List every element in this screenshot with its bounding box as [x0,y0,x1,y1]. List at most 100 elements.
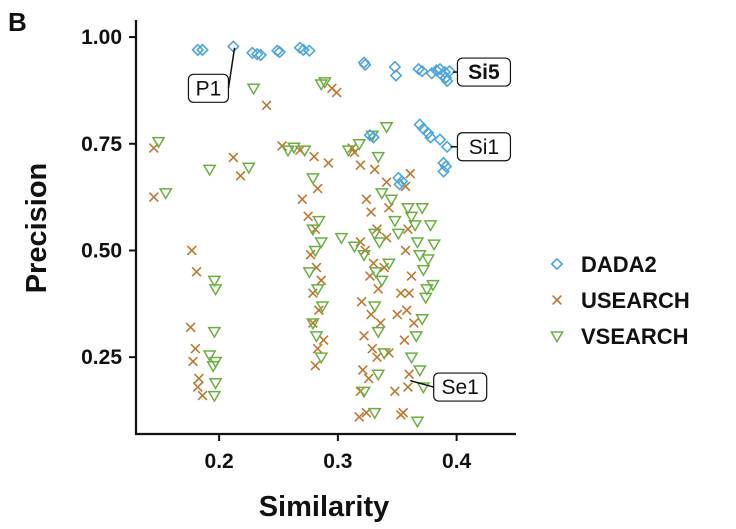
point-usearch [375,318,386,328]
point-dada2 [393,177,406,191]
point-usearch [361,194,372,205]
point-dada2 [425,67,439,80]
point-dada2 [440,74,454,88]
point-usearch [367,343,378,354]
point-dada2 [254,48,268,62]
point-dada2 [303,44,316,58]
point-vsearch [310,284,325,296]
point-vsearch [207,390,222,403]
point-vsearch [246,83,261,96]
point-usearch [401,305,412,316]
point-vsearch [371,151,386,164]
point-dada2 [439,160,453,173]
point-vsearch [425,279,440,292]
point-usearch [307,288,318,299]
legend-label: USEARCH [581,288,690,313]
point-vsearch [384,194,399,207]
point-vsearch [306,318,320,331]
point-vsearch [371,369,386,382]
axes: 0.2 0.3 0.4 0.25 0.50 0.75 1.00 [81,20,516,473]
series-dada2 [191,40,456,191]
point-usearch [357,365,368,375]
point-usearch [188,356,198,367]
point-dada2 [440,140,454,154]
point-vsearch [367,228,382,241]
point-vsearch [415,314,430,326]
point-vsearch [306,173,320,186]
point-vsearch [315,301,330,314]
point-vsearch [374,275,389,288]
point-usearch [193,373,204,384]
point-vsearch [202,350,217,363]
point-vsearch [416,382,431,395]
point-usearch [400,181,411,192]
point-dada2 [367,131,380,144]
legend-label: DADA2 [581,252,657,277]
point-vsearch [367,301,382,314]
point-vsearch [341,145,356,158]
point-vsearch [287,142,301,155]
point-usearch [310,360,321,371]
y-tick-label: 0.50 [81,239,122,262]
point-usearch [404,369,415,380]
point-usearch [297,194,308,205]
annotation-p1: P1 [187,47,236,103]
point-vsearch [368,267,383,279]
point-usearch [186,245,197,256]
point-vsearch [410,237,425,250]
annotation-label: Si1 [469,136,499,159]
point-usearch [402,382,413,393]
point-vsearch [415,203,430,215]
point-dada2 [191,43,205,57]
point-vsearch [302,267,317,279]
point-vsearch [379,121,394,134]
panel-label: B [8,7,27,37]
point-vsearch [371,326,386,339]
point-dada2 [389,69,403,82]
point-vsearch [357,386,371,399]
point-vsearch [309,331,324,343]
point-vsearch [352,139,367,151]
point-vsearch [281,145,295,158]
annotation-label: P1 [196,77,222,100]
point-dada2 [421,126,435,140]
point-usearch [312,183,323,194]
point-usearch [392,309,403,320]
point-usearch [405,168,416,179]
point-vsearch [404,352,419,365]
legend-marker-dada2 [550,257,564,271]
y-tick-label: 1.00 [81,26,122,49]
point-dada2 [293,41,307,55]
point-dada2 [424,131,437,144]
point-usearch [363,373,374,384]
point-vsearch [423,220,438,232]
point-vsearch [207,275,222,288]
annotation-si5: Si5 [453,57,512,87]
x-tick-label: 0.3 [323,450,352,473]
point-dada2 [196,43,209,57]
point-usearch [228,152,239,163]
annotation-leader [227,47,236,89]
point-vsearch [317,77,332,89]
point-vsearch [158,188,173,200]
annotations: P1 Si5 Si1 Se1 [187,47,512,402]
point-vsearch [151,136,166,149]
point-usearch [305,249,316,260]
point-vsearch [347,241,362,254]
point-dada2 [443,64,456,78]
point-vsearch [208,284,223,296]
point-usearch [303,211,314,222]
point-usearch [316,275,327,286]
y-tick-label: 0.25 [81,346,122,369]
legend-marker-usearch [552,295,562,305]
point-dada2 [437,165,450,178]
point-usearch [331,87,342,98]
point-usearch [381,177,392,188]
point-usearch [399,335,410,346]
point-dada2 [412,62,425,76]
point-usearch [389,386,400,397]
point-vsearch [420,284,434,296]
x-tick-label: 0.4 [442,450,472,473]
point-vsearch [391,228,406,241]
legend-marker-vsearch [550,331,564,344]
